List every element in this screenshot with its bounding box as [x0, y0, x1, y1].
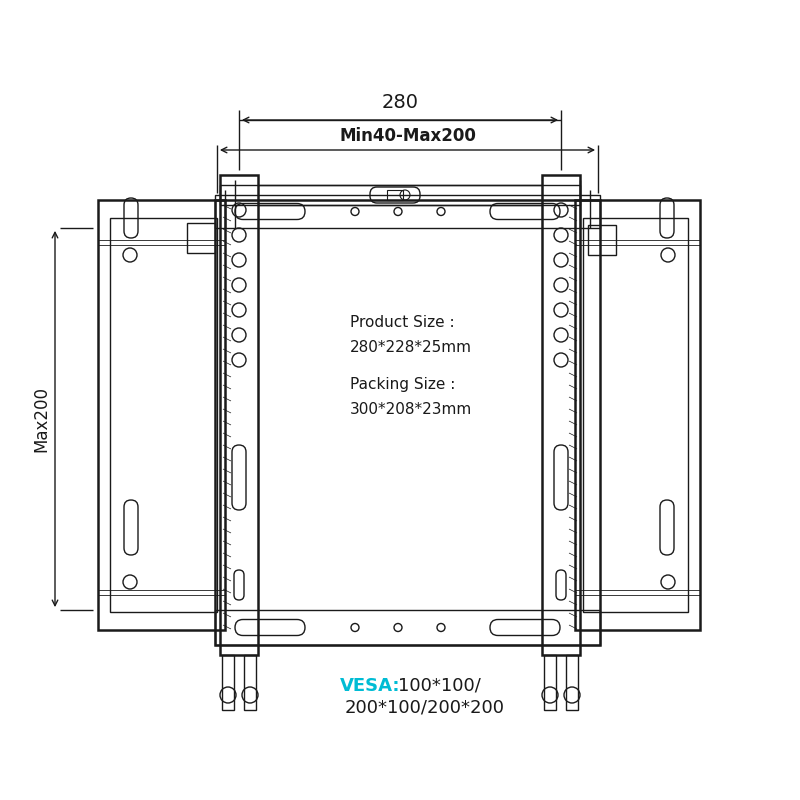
Text: 280*228*25mm: 280*228*25mm	[350, 340, 472, 355]
Bar	[187, 223, 215, 253]
Bar	[222, 655, 234, 710]
Bar	[220, 185, 580, 205]
Bar	[215, 200, 600, 645]
Text: Min40-Max200: Min40-Max200	[339, 127, 476, 145]
Text: Max200: Max200	[32, 386, 50, 452]
Text: Packing Size :: Packing Size :	[350, 377, 455, 392]
Text: 280: 280	[382, 93, 418, 112]
Bar	[215, 195, 600, 228]
Bar	[98, 200, 225, 630]
Bar	[244, 655, 256, 710]
Bar	[110, 218, 217, 612]
Bar	[542, 175, 580, 655]
Text: Product Size :: Product Size :	[350, 315, 454, 330]
Bar	[583, 218, 688, 612]
Bar	[575, 200, 700, 630]
Bar	[588, 225, 616, 255]
Bar	[215, 610, 600, 645]
Bar	[387, 190, 403, 200]
Text: 300*208*23mm: 300*208*23mm	[350, 402, 472, 417]
Text: VESA:: VESA:	[340, 677, 401, 695]
Bar	[566, 655, 578, 710]
Bar	[220, 175, 258, 655]
Text: 100*100/: 100*100/	[398, 677, 481, 695]
Text: 200*100/200*200: 200*100/200*200	[345, 699, 505, 717]
Bar	[544, 655, 556, 710]
